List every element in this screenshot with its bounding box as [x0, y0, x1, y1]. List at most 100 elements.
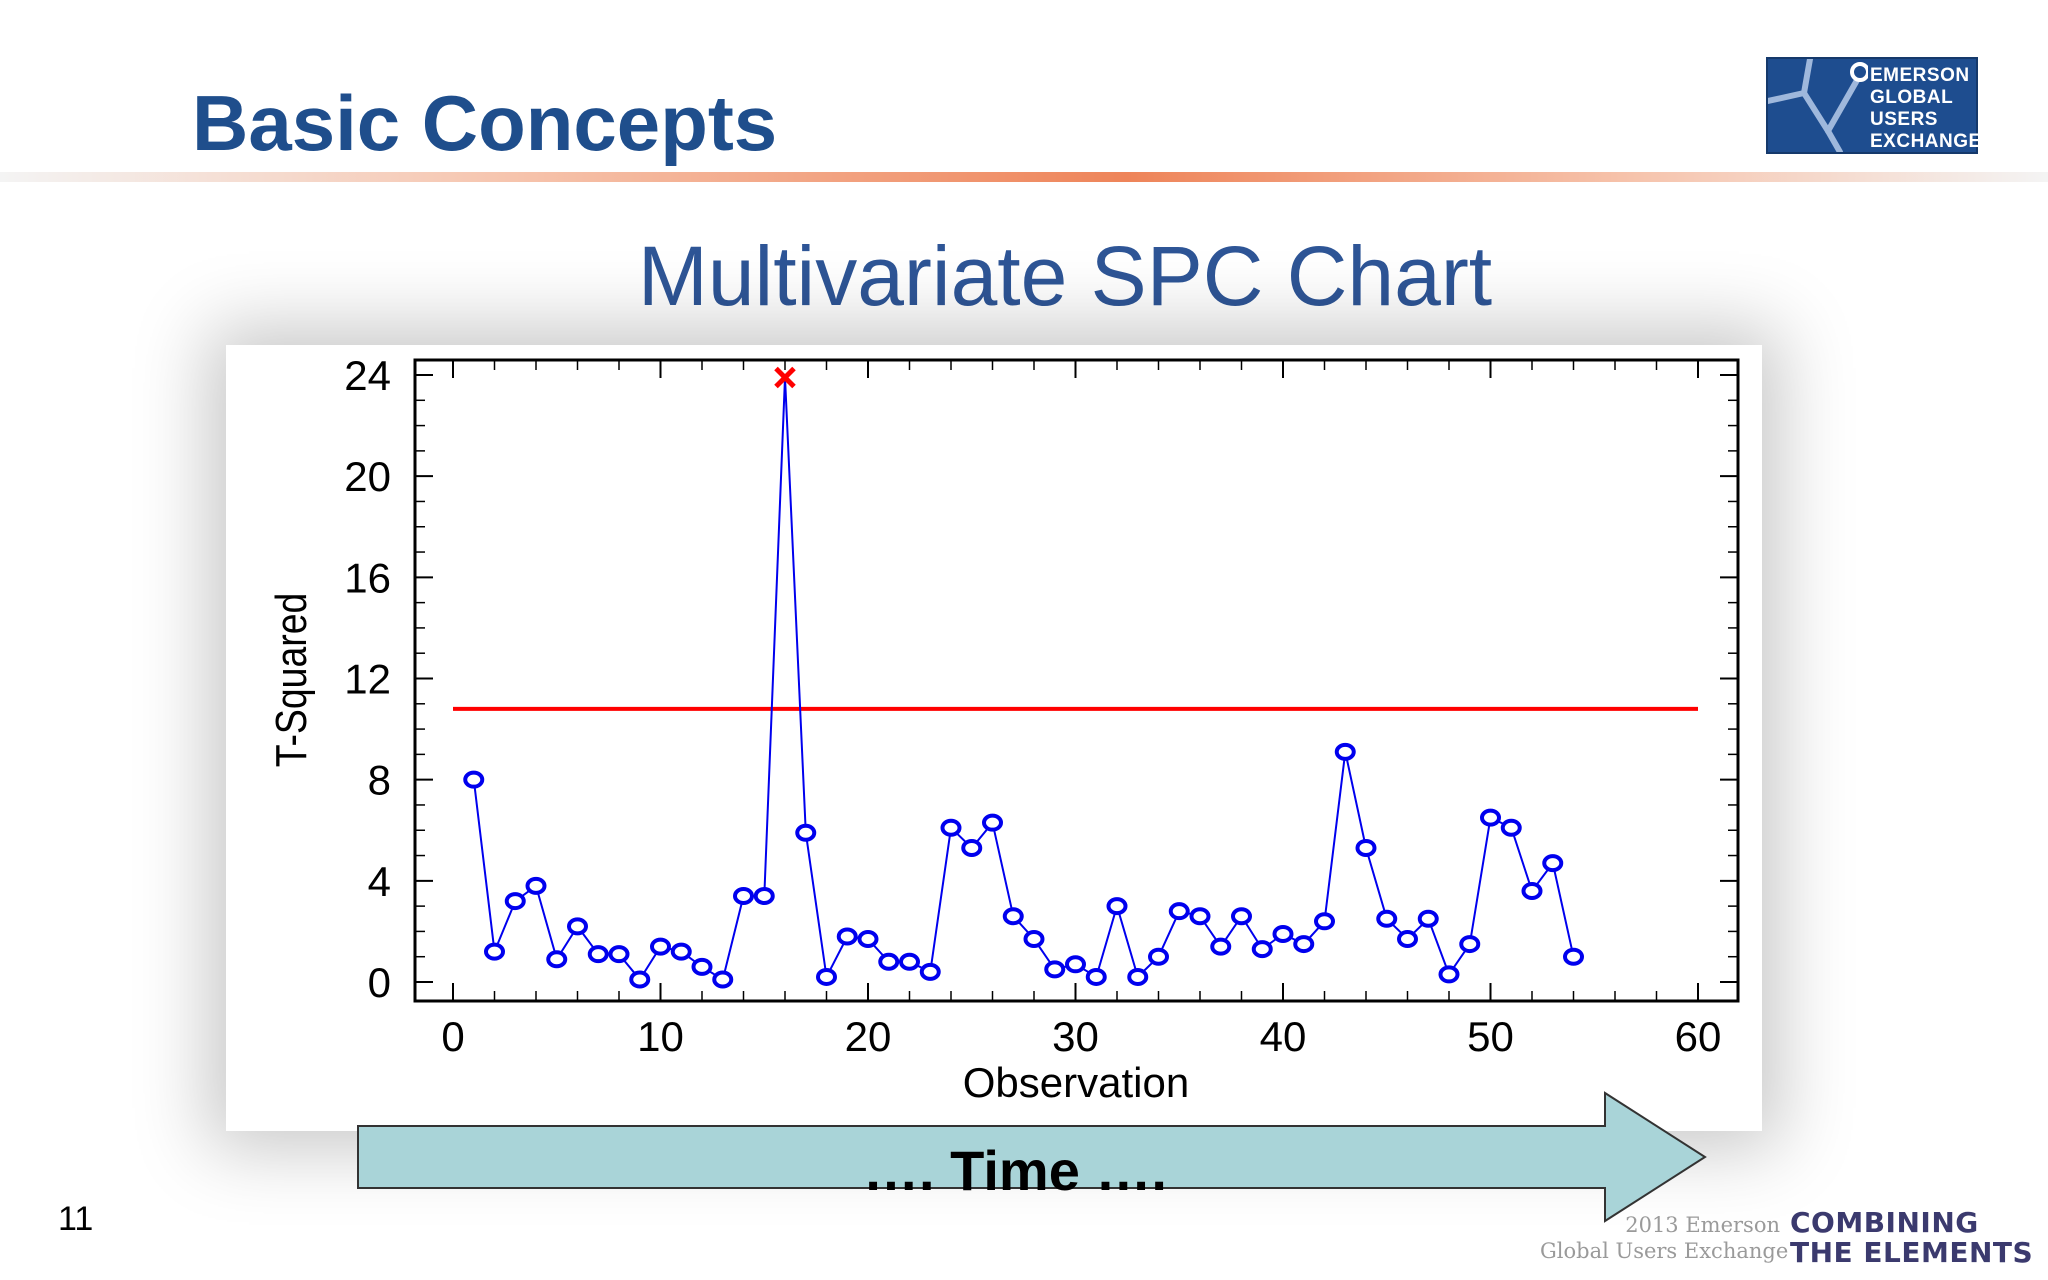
emerson-logo: EMERSON GLOBAL USERS EXCHANGE	[1766, 57, 1981, 154]
x-axis-label: Observation	[963, 1059, 1189, 1106]
data-point-marker	[1002, 907, 1024, 926]
data-point-marker	[878, 952, 900, 971]
spc-chart: 0 4 8 12 16 20 24 0 10 20 30 40 50 60 T-Squared Obse…	[266, 352, 1740, 1106]
time-arrow: …. Time ….	[355, 1090, 1710, 1224]
data-point-marker	[504, 892, 526, 911]
chart-panel: 0 4 8 12 16 20 24 0 10 20 30 40 50 60 T-Squared Obse…	[226, 345, 1762, 1131]
data-point-marker	[795, 823, 817, 842]
x-tick-labels: 0 10 20 30 40 50 60	[441, 1013, 1721, 1060]
data-point-marker	[1314, 912, 1335, 931]
data-point-marker	[1438, 965, 1460, 984]
data-point-marker	[857, 930, 879, 949]
data-point-marker	[899, 952, 920, 971]
data-point-marker	[691, 957, 713, 976]
major-ticks	[415, 360, 1738, 1001]
data-point-marker	[961, 838, 983, 857]
y-tick-label: 16	[344, 554, 391, 601]
y-axis-label: T-Squared	[266, 593, 316, 768]
footer-event-text: 2013 Emerson Global Users Exchange	[1540, 1212, 1789, 1264]
time-arrow-label: …. Time ….	[863, 1139, 1167, 1202]
data-point-marker	[463, 770, 485, 789]
x-tick-label: 0	[441, 1013, 464, 1060]
data-point-marker	[1231, 907, 1252, 926]
data-point-marker	[816, 967, 837, 986]
data-point-marker	[919, 962, 941, 981]
footer-brand-line-2: THE ELEMENTS	[1790, 1236, 2034, 1269]
data-point-marker	[525, 876, 547, 895]
arrow-shape	[357, 1091, 1707, 1223]
data-point-marker	[712, 970, 734, 989]
y-tick-label: 20	[344, 453, 391, 500]
data-point-marker	[670, 942, 692, 961]
data-point-marker	[587, 945, 609, 964]
minor-ticks	[415, 360, 1738, 1001]
data-point-marker	[650, 937, 671, 956]
data-point-marker	[1189, 907, 1211, 926]
y-tick-label: 4	[368, 858, 391, 905]
data-point-marker	[733, 887, 754, 906]
slide-title: Basic Concepts	[192, 79, 778, 167]
y-tick-label: 0	[368, 959, 391, 1006]
data-markers	[463, 742, 1584, 989]
footer-small-line-1: 2013 Emerson	[1625, 1213, 1780, 1237]
y-tick-label: 8	[368, 757, 391, 804]
x-tick-label: 40	[1260, 1013, 1307, 1060]
data-point-marker	[1293, 935, 1315, 954]
data-point-marker	[567, 917, 588, 936]
logo-line-1: EMERSON	[1870, 65, 1970, 86]
data-point-marker	[1023, 930, 1045, 949]
data-point-marker	[1065, 955, 1086, 974]
data-point-marker	[836, 927, 858, 946]
y-tick-label: 12	[344, 656, 391, 703]
out-of-control-marker	[774, 366, 796, 389]
molecule-icon	[1768, 59, 1868, 152]
data-point-marker	[1397, 930, 1418, 949]
logo-line-2: GLOBAL	[1870, 87, 1954, 108]
data-point-marker	[1251, 940, 1273, 959]
data-point-marker	[1106, 897, 1128, 916]
data-point-marker	[1355, 838, 1377, 857]
data-point-marker	[1417, 909, 1439, 928]
data-point-marker	[1563, 947, 1584, 966]
data-point-marker	[629, 970, 651, 989]
data-point-marker	[1521, 881, 1543, 900]
data-point-marker	[608, 945, 630, 964]
footer-brand: COMBINING THE ELEMENTS	[1790, 1208, 2033, 1268]
data-point-marker	[1500, 818, 1522, 837]
data-point-marker	[1376, 909, 1398, 928]
data-point-marker	[1085, 967, 1107, 986]
data-point-marker	[1334, 742, 1356, 761]
y-tick-labels: 0 4 8 12 16 20 24	[344, 352, 391, 1006]
logo-line-4: EXCHANGE	[1870, 131, 1982, 152]
data-point-marker	[753, 887, 775, 906]
x-tick-label: 20	[845, 1013, 892, 1060]
data-point-marker	[1044, 960, 1066, 979]
ooc-stroke	[774, 366, 796, 389]
logo-line-3: USERS	[1870, 109, 1938, 130]
title-divider	[0, 172, 2048, 182]
x-tick-label: 60	[1675, 1013, 1722, 1060]
out-of-control-markers	[774, 366, 796, 389]
x-tick-label: 10	[637, 1013, 684, 1060]
data-point-marker	[546, 950, 568, 969]
data-point-marker	[982, 813, 1003, 832]
data-point-marker	[1148, 947, 1169, 966]
series-line	[472, 377, 1575, 982]
footer-small-line-2: Global Users Exchange	[1540, 1239, 1789, 1263]
plot-frame	[413, 358, 1740, 1003]
data-point-marker	[1210, 937, 1232, 956]
data-point-marker	[940, 818, 962, 837]
data-point-marker	[1459, 935, 1481, 954]
y-tick-label: 24	[344, 352, 391, 399]
data-point-marker	[1542, 854, 1564, 873]
x-tick-label: 50	[1467, 1013, 1514, 1060]
x-tick-label: 30	[1052, 1013, 1099, 1060]
data-point-marker	[1168, 902, 1190, 921]
page-number: 11	[58, 1200, 94, 1238]
data-point-marker	[1480, 808, 1501, 827]
chart-heading: Multivariate SPC Chart	[637, 229, 1493, 323]
data-point-marker	[1272, 924, 1294, 943]
data-point-marker	[1127, 967, 1149, 986]
data-point-marker	[484, 942, 505, 961]
footer-brand-line-1: COMBINING	[1790, 1206, 1979, 1239]
